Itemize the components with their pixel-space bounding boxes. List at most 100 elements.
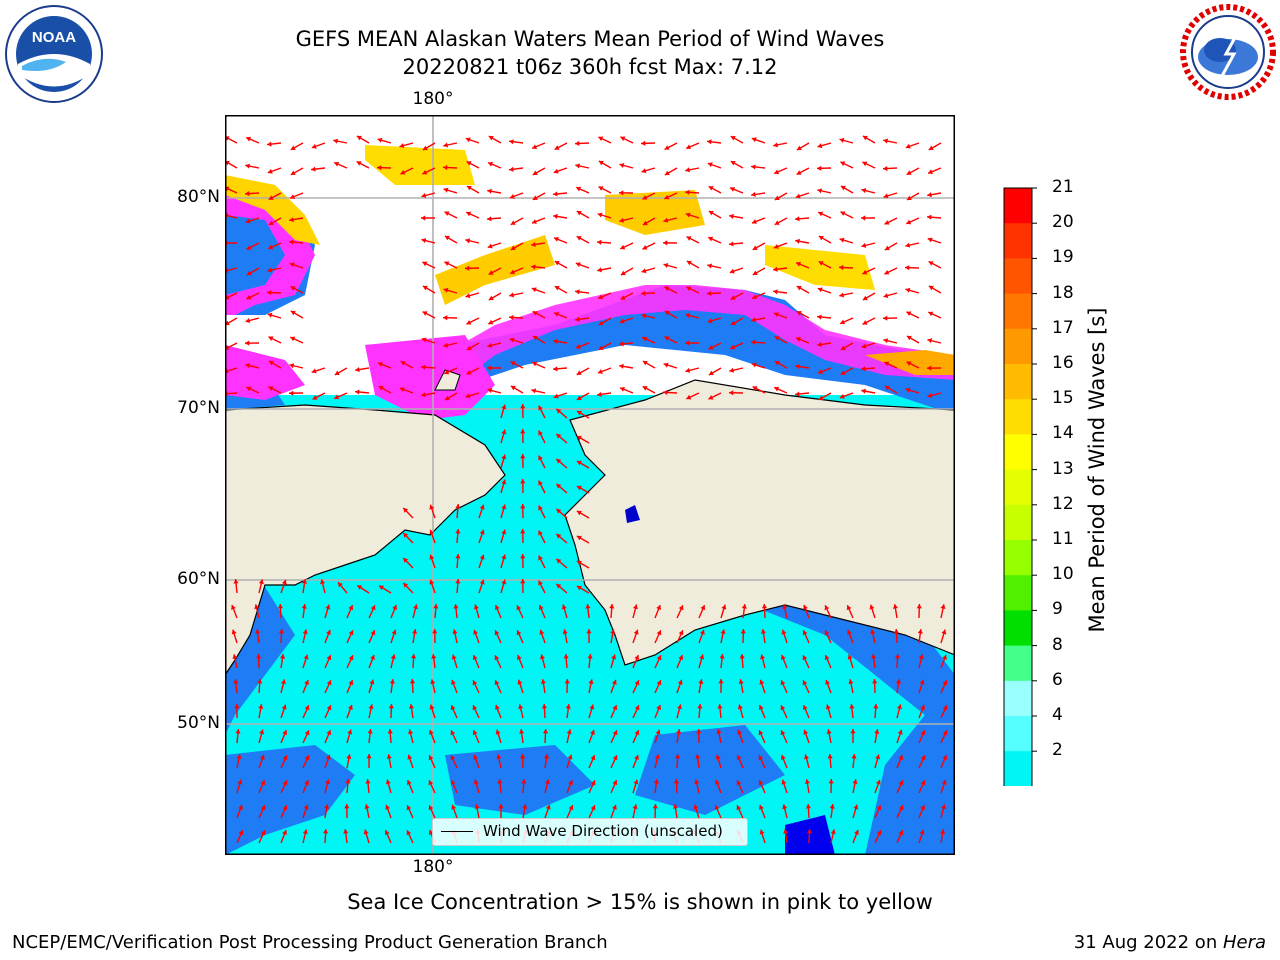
lon-label-bottom: 180° [412,857,454,877]
wind-arrow-head [450,705,456,711]
wind-arrow-head [510,220,516,225]
footer-date: 31 Aug 2022 on Hera [1074,932,1266,953]
wind-arrow-head [488,319,494,325]
wind-arrow-head [652,804,658,809]
wind-arrow-head [290,286,296,291]
wind-arrow-head [686,236,692,241]
wind-arrow-head [870,629,876,635]
wind-arrow-head [450,780,456,786]
wind-arrow-head [289,390,294,396]
wind-arrow-head [862,295,868,301]
wind-arrow-head [609,604,615,609]
wind-arrow-head [479,504,485,510]
wind-arrow-head [634,705,640,711]
wind-arrow-head [730,136,736,141]
wind-arrow-head [730,161,736,166]
wind-arrow-head [663,262,669,268]
wind-arrow-head [796,286,802,291]
wind-arrow-head [685,367,691,373]
footer-branch: NCEP/EMC/Verification Post Processing Pr… [12,932,608,953]
wind-arrow-head [739,654,745,659]
wind-arrow-head [752,294,758,300]
wind-arrow-head [443,342,449,348]
wind-arrow-head [347,704,353,710]
wind-arrow-head [532,170,538,176]
wind-arrow-head [236,754,242,760]
wind-arrow-head [893,629,900,634]
wind-arrow-head [708,370,714,376]
colorbar-segment [1004,469,1032,506]
wind-arrow-head [729,367,735,373]
wind-arrow-head [641,268,647,274]
wind-arrow-head [677,679,683,685]
wind-arrow-head [656,705,662,710]
wind-arrow-head [941,779,947,785]
wind-arrow-head [696,729,702,734]
wind-arrow-head [721,604,727,610]
wind-arrow-head [840,211,846,216]
wind-arrow-head [906,219,912,225]
wind-arrow-head [817,165,822,171]
wind-arrow-head [802,655,808,661]
colorbar-tick-label: 15 [1052,388,1074,409]
wind-arrow-head [575,289,580,295]
wind-arrow-head [942,705,948,711]
wind-arrow-head [430,679,436,685]
wind-arrow-head [883,138,889,144]
wind-arrow-head [408,729,414,735]
wind-arrow-head [940,604,946,610]
wind-arrow-head [554,311,559,317]
wind-arrow-head [752,270,758,276]
wind-arrow-head [443,142,449,148]
wind-arrow-head [803,729,809,735]
chart-subtitle: 20220821 t06z 360h fcst Max: 7.12 [402,55,778,79]
wind-arrow-head [531,241,536,247]
wind-arrow-head [634,655,640,661]
wind-arrow-head [707,263,713,269]
wind-arrow-head [531,287,537,293]
wind-arrow-head [520,479,526,484]
wind-arrow-head [737,704,743,710]
wind-arrow-head [576,460,582,466]
wind-arrow-head [516,630,522,636]
wind-arrow-head [751,219,757,224]
wind-arrow-head [575,163,581,169]
wind-arrow-head [290,194,295,200]
wind-arrow-head [246,386,252,392]
wind-arrow-head [412,629,418,634]
wind-arrow-head [428,805,434,811]
wind-arrow-head [676,729,682,734]
wind-arrow-head [928,285,934,291]
wind-arrow-head [585,604,591,609]
wind-arrow-head [488,270,494,275]
wind-arrow-head [385,779,391,785]
wind-arrow-head [403,582,409,588]
wind-arrow-head [597,239,602,245]
wind-arrow-head [364,804,370,810]
wind-arrow-head [590,755,596,761]
wind-arrow-head [496,754,502,760]
wind-arrow-head [494,630,500,636]
wind-arrow-head [267,141,272,147]
wind-arrow-head [942,654,947,660]
wind-arrow-head [576,485,582,491]
wind-arrow-head [487,216,492,222]
wind-arrow-head [303,654,309,660]
wind-arrow-head [940,829,946,834]
wind-arrow-head [452,629,458,635]
wind-arrow-head [479,554,485,560]
wind-arrow-head [774,169,780,175]
wind-arrow-head [729,268,735,274]
wind-arrow-head [840,370,846,375]
wind-arrow-head [729,390,734,396]
sea-ice-note: Sea Ice Concentration > 15% is shown in … [347,890,933,914]
wind-arrow-head [388,704,394,709]
wind-arrow-head [852,779,858,785]
wind-arrow-head [246,294,252,300]
wind-arrow-head [531,388,537,394]
wind-arrow-head [444,211,450,216]
wind-arrow-head [465,238,471,244]
wind-arrow-head [421,337,427,343]
wind-arrow-head [714,805,720,811]
wind-arrow-head [598,136,604,142]
